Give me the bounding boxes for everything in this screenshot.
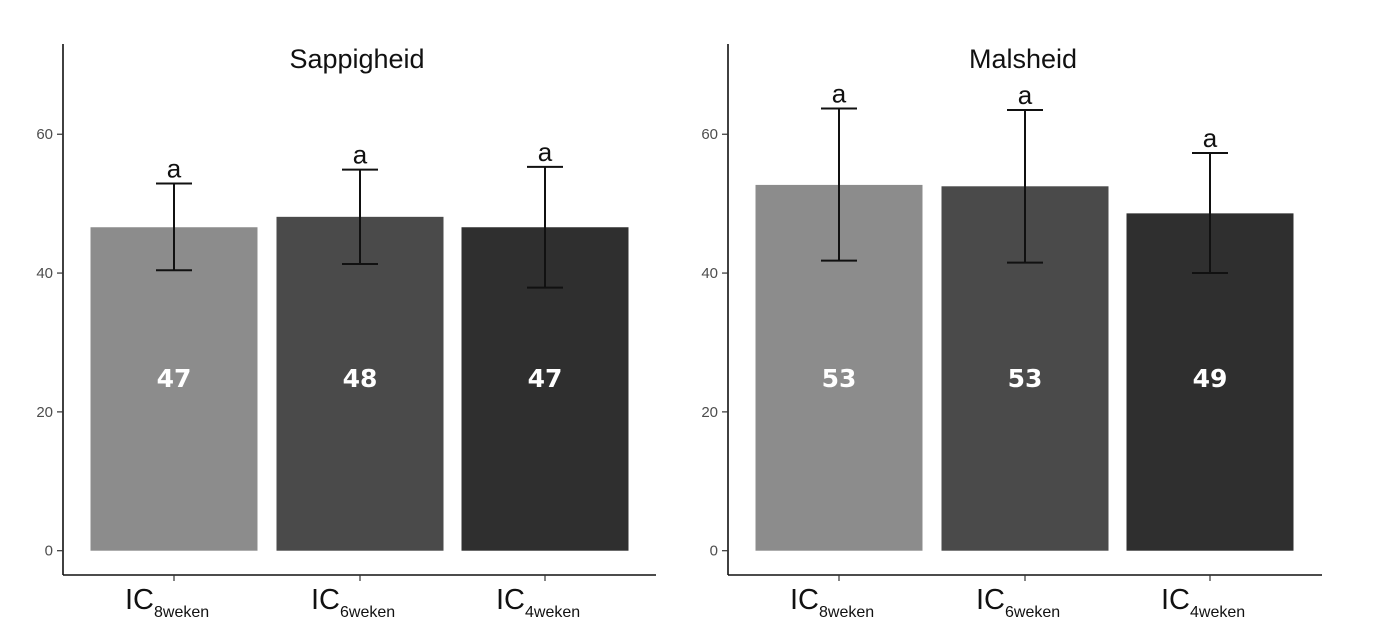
x-tick-label-main: IC [976, 584, 1005, 616]
data-label: 53 [1008, 364, 1043, 393]
x-tick-label-subscript: 8weken [819, 604, 874, 621]
bar [276, 216, 444, 551]
error-bar [821, 107, 857, 262]
x-tick-label: IC8weken [790, 584, 874, 621]
x-tick-label-subscript: 4weken [525, 604, 580, 621]
x-tick-label-subscript: 6weken [1005, 604, 1060, 621]
error-bar [527, 165, 563, 289]
significance-letter: a [1018, 80, 1033, 110]
bar [90, 227, 258, 551]
significance-letter: a [538, 137, 553, 167]
y-tick-label: 40 [701, 265, 718, 282]
y-tick-label: 20 [36, 404, 53, 421]
y-tick-label: 0 [45, 543, 53, 560]
data-label: 49 [1193, 364, 1228, 393]
y-tick-label: 60 [36, 126, 53, 143]
chart-title: Sappigheid [289, 44, 424, 74]
x-tick-label: IC8weken [125, 584, 209, 621]
x-tick-label-main: IC [311, 584, 340, 616]
x-tick-label-main: IC [125, 584, 154, 616]
error-bar [1192, 151, 1228, 275]
y-tick-label: 0 [710, 543, 718, 560]
significance-letter: a [832, 79, 847, 109]
significance-letter: a [1203, 123, 1218, 153]
x-tick-label: IC4weken [496, 584, 580, 621]
y-tick-label: 40 [36, 265, 53, 282]
x-tick-label-main: IC [1161, 584, 1190, 616]
y-tick-label: 60 [701, 126, 718, 143]
significance-letter: a [167, 154, 182, 184]
x-tick-label-subscript: 6weken [340, 604, 395, 621]
error-bar [156, 182, 192, 272]
x-tick-label: IC6weken [311, 584, 395, 621]
data-label: 48 [343, 364, 378, 393]
data-label: 53 [822, 364, 857, 393]
chart-title: Malsheid [969, 44, 1077, 74]
x-tick-label: IC4weken [1161, 584, 1245, 621]
significance-letter: a [353, 140, 368, 170]
error-bar [342, 168, 378, 266]
error-bar [1007, 108, 1043, 264]
x-tick-label-main: IC [496, 584, 525, 616]
x-tick-label: IC6weken [976, 584, 1060, 621]
data-label: 47 [528, 364, 563, 393]
x-tick-label-subscript: 8weken [154, 604, 209, 621]
y-tick-label: 20 [701, 404, 718, 421]
x-tick-label-subscript: 4weken [1190, 604, 1245, 621]
data-label: 47 [157, 364, 192, 393]
x-tick-label-main: IC [790, 584, 819, 616]
